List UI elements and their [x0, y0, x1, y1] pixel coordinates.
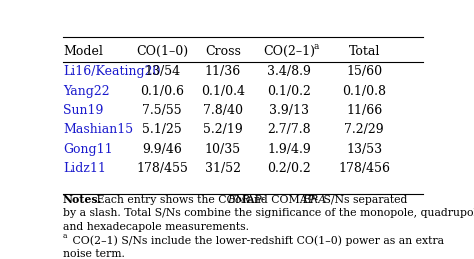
- Text: 7.8/40: 7.8/40: [203, 104, 243, 117]
- Text: Each entry shows the COMAP-: Each entry shows the COMAP-: [93, 195, 265, 205]
- Text: 178/455: 178/455: [136, 162, 188, 175]
- Text: 11/36: 11/36: [205, 66, 241, 78]
- Text: and hexadecapole measurements.: and hexadecapole measurements.: [63, 222, 249, 232]
- Text: 178/456: 178/456: [338, 162, 390, 175]
- Text: 13/53: 13/53: [346, 143, 382, 156]
- Text: Cross: Cross: [205, 45, 241, 57]
- Text: 7.2/29: 7.2/29: [344, 124, 384, 136]
- Text: a: a: [314, 42, 319, 51]
- Text: 13/54: 13/54: [144, 66, 180, 78]
- Text: Li16/Keating20: Li16/Keating20: [63, 66, 160, 78]
- Text: 0.1/0.4: 0.1/0.4: [201, 85, 245, 98]
- Text: Notes.: Notes.: [63, 194, 102, 205]
- Text: 3.4/8.9: 3.4/8.9: [267, 66, 311, 78]
- Text: 11/66: 11/66: [346, 104, 382, 117]
- Text: 7.5/55: 7.5/55: [142, 104, 182, 117]
- Text: Gong11: Gong11: [63, 143, 112, 156]
- Text: 0.2/0.2: 0.2/0.2: [267, 162, 311, 175]
- Text: 31/52: 31/52: [205, 162, 241, 175]
- Text: 0.1/0.2: 0.1/0.2: [267, 85, 311, 98]
- Text: CO(2–1) S/Ns include the lower-redshift CO(1–0) power as an extra: CO(2–1) S/Ns include the lower-redshift …: [69, 235, 444, 246]
- Text: Model: Model: [63, 45, 103, 57]
- Text: EoR: EoR: [227, 195, 249, 205]
- Text: a: a: [63, 232, 67, 240]
- Text: 0.1/0.8: 0.1/0.8: [342, 85, 386, 98]
- Text: Sun19: Sun19: [63, 104, 103, 117]
- Text: CO(2–1): CO(2–1): [263, 45, 315, 57]
- Text: CO(1–0): CO(1–0): [136, 45, 188, 57]
- Text: by a slash. Total S/Ns combine the significance of the monopole, quadrupole,: by a slash. Total S/Ns combine the signi…: [63, 208, 474, 218]
- Text: noise term.: noise term.: [63, 249, 125, 259]
- Text: S/Ns separated: S/Ns separated: [320, 195, 408, 205]
- Text: Mashian15: Mashian15: [63, 124, 133, 136]
- Text: 0.1/0.6: 0.1/0.6: [140, 85, 184, 98]
- Text: 2.7/7.8: 2.7/7.8: [267, 124, 310, 136]
- Text: and COMAP-: and COMAP-: [245, 195, 319, 205]
- Text: 10/35: 10/35: [205, 143, 241, 156]
- Text: Yang22: Yang22: [63, 85, 109, 98]
- Text: 5.1/25: 5.1/25: [142, 124, 182, 136]
- Text: 3.9/13: 3.9/13: [269, 104, 309, 117]
- Text: 5.2/19: 5.2/19: [203, 124, 243, 136]
- Text: 15/60: 15/60: [346, 66, 382, 78]
- Text: Lidz11: Lidz11: [63, 162, 106, 175]
- Text: 9.9/46: 9.9/46: [142, 143, 182, 156]
- Text: ERA: ERA: [302, 195, 326, 205]
- Text: Total: Total: [348, 45, 380, 57]
- Text: 1.9/4.9: 1.9/4.9: [267, 143, 311, 156]
